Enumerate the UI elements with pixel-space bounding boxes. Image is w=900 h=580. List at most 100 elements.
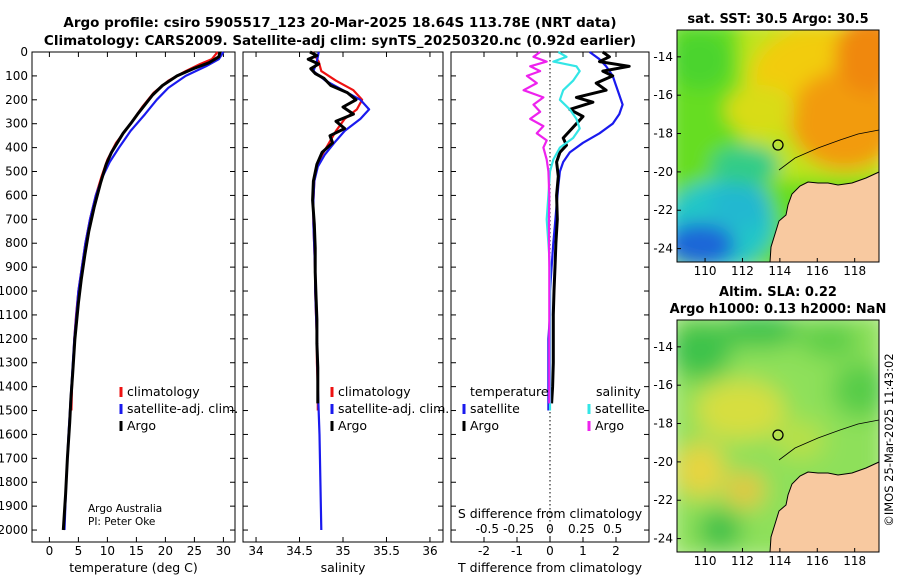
sst_map-lat-label: -18 bbox=[653, 127, 673, 141]
salinity-xtick-label: 34.5 bbox=[286, 544, 313, 558]
temperature-xtick-label: 15 bbox=[129, 544, 144, 558]
depth-tick-label: 1800 bbox=[0, 475, 28, 489]
salinity-difference-tick-label: 0 bbox=[546, 522, 554, 536]
sla_map-lon-label: 118 bbox=[843, 554, 866, 568]
salinity-legend-argo-label: Argo bbox=[338, 418, 367, 433]
depth-tick-label: 1200 bbox=[0, 332, 28, 346]
temperature-xlabel: temperature (deg C) bbox=[69, 560, 198, 575]
sst-coastline-ridge bbox=[778, 129, 880, 171]
temperature-series-argo bbox=[61, 51, 222, 531]
sst-field bbox=[677, 30, 879, 262]
salinity-xtick-label: 35.5 bbox=[373, 544, 400, 558]
temperature-xtick-label: 10 bbox=[100, 544, 115, 558]
sst-map-frame bbox=[676, 29, 880, 263]
sla_map-lat-label: -22 bbox=[653, 493, 673, 507]
salinity-legend-satellite-adj-clim-label: satellite-adj. clim. bbox=[338, 401, 449, 416]
temperature-xtick-label: 5 bbox=[75, 544, 83, 558]
temperature-xtick-label: 25 bbox=[187, 544, 202, 558]
legend-salinity-argo-label: Argo bbox=[595, 418, 624, 433]
sst_map-lon-label: 118 bbox=[843, 264, 866, 278]
salinity-panel: 34 34.5 35 35.5 36 salinity climatology satelli… bbox=[242, 50, 449, 575]
sla-map: 110 112 114 116 118 -14 -16 -18 -20 -22 -24 bbox=[653, 319, 880, 568]
figure-title-line1: Argo profile: csiro 5905517_123 20-Mar-2… bbox=[63, 15, 616, 31]
depth-tick-label: 1600 bbox=[0, 427, 28, 441]
temperature-legend-climatology-label: climatology bbox=[127, 384, 200, 399]
sla_map-lat-label: -20 bbox=[653, 455, 673, 469]
legend-temperature-satellite-label: satellite bbox=[470, 401, 520, 416]
credit-line1: Argo Australia bbox=[88, 503, 162, 515]
sst_map-lat-label: -20 bbox=[653, 165, 673, 179]
temperature-panel: 0 5 10 15 20 25 300100200300400500600700800900… bbox=[0, 45, 238, 575]
depth-tick-label: 1900 bbox=[0, 499, 28, 513]
differences-series-t-argo bbox=[550, 50, 631, 404]
differences-xlabel: T difference from climatology bbox=[457, 560, 643, 575]
temperature-axes-frame bbox=[31, 51, 236, 543]
salinity-series-argo bbox=[306, 50, 358, 404]
imos-watermark: ©IMOS 25-Mar-2025 11:43:02 bbox=[882, 353, 896, 526]
depth-tick-label: 1100 bbox=[0, 308, 28, 322]
sla-land bbox=[769, 461, 880, 553]
differences-xtick-label: -1 bbox=[511, 544, 523, 558]
salinity-xtick-label: 36 bbox=[422, 544, 437, 558]
sla_map-lat-label: -16 bbox=[653, 378, 673, 392]
sla_map-lat-label: -14 bbox=[653, 340, 673, 354]
differences-xtick-label: -2 bbox=[478, 544, 490, 558]
sst_map-lat-label: -24 bbox=[653, 242, 673, 256]
sla-float-marker bbox=[772, 429, 784, 441]
legend-temperature-title: temperature bbox=[470, 384, 549, 399]
legend-salinity-satellite-label: satellite bbox=[595, 401, 645, 416]
sst_map-lon-label: 116 bbox=[806, 264, 829, 278]
sst_map-lon-label: 112 bbox=[731, 264, 754, 278]
depth-tick-label: 1500 bbox=[0, 404, 28, 418]
sla_map-lat-label: -24 bbox=[653, 532, 673, 546]
depth-tick-label: 1700 bbox=[0, 451, 28, 465]
legend-temperature-argo-label: Argo bbox=[470, 418, 499, 433]
salinity-difference-axis-label: S difference from climatology bbox=[458, 506, 643, 521]
depth-tick-label: 900 bbox=[5, 260, 28, 274]
depth-tick-label: 2000 bbox=[0, 523, 28, 537]
depth-tick-label: 200 bbox=[5, 93, 28, 107]
sst_map-lon-label: 110 bbox=[694, 264, 717, 278]
temperature-xtick-label: 20 bbox=[158, 544, 173, 558]
differences-xtick-label: 1 bbox=[579, 544, 587, 558]
salinity-difference-tick-label: -0.25 bbox=[503, 522, 534, 536]
depth-tick-label: 800 bbox=[5, 236, 28, 250]
sla_map-lat-label: -18 bbox=[653, 417, 673, 431]
temperature-xtick-label: 30 bbox=[216, 544, 231, 558]
sla_map-lon-label: 116 bbox=[806, 554, 829, 568]
depth-tick-label: 1400 bbox=[0, 380, 28, 394]
salinity-difference-tick-label: -0.5 bbox=[476, 522, 499, 536]
sst_map-lon-label: 114 bbox=[768, 264, 791, 278]
sla_map-lon-label: 110 bbox=[694, 554, 717, 568]
differences-xtick-label: 2 bbox=[612, 544, 620, 558]
salinity-legend-climatology-label: climatology bbox=[338, 384, 411, 399]
depth-tick-label: 100 bbox=[5, 69, 28, 83]
depth-tick-label: 1300 bbox=[0, 356, 28, 370]
salinity-difference-tick-label: 0.25 bbox=[568, 522, 595, 536]
credit-line2: PI: Peter Oke bbox=[88, 516, 155, 528]
salinity-xlabel: salinity bbox=[321, 560, 366, 575]
temperature-xtick-label: 0 bbox=[46, 544, 54, 558]
sst-float-marker bbox=[772, 139, 784, 151]
difference-panel: -2 -1 0 1 2 T difference from climatology temp… bbox=[450, 50, 650, 575]
depth-tick-label: 400 bbox=[5, 141, 28, 155]
sla-map-frame bbox=[676, 319, 880, 553]
differences-series-s-argo bbox=[522, 51, 551, 404]
sla-map-title-line2: Argo h1000: 0.13 h2000: NaN bbox=[670, 302, 887, 317]
sla-coastline-ridge bbox=[778, 419, 880, 461]
sla_map-lon-label: 114 bbox=[768, 554, 791, 568]
sla_map-lon-label: 112 bbox=[731, 554, 754, 568]
salinity-xtick-label: 34 bbox=[248, 544, 263, 558]
sst-land bbox=[769, 171, 880, 263]
depth-tick-label: 0 bbox=[20, 45, 28, 59]
depth-tick-label: 1000 bbox=[0, 284, 28, 298]
differences-xtick-label: 0 bbox=[546, 544, 554, 558]
temperature-legend-argo-label: Argo bbox=[127, 418, 156, 433]
sst-map: 110 112 114 116 118 -14 -16 -18 -20 -22 -24 bbox=[653, 29, 880, 278]
depth-tick-label: 600 bbox=[5, 188, 28, 202]
salinity-xtick-label: 35 bbox=[335, 544, 350, 558]
figure-title-line2: Climatology: CARS2009. Satellite-adj cli… bbox=[44, 33, 636, 49]
legend-salinity-title: salinity bbox=[596, 384, 641, 399]
depth-tick-label: 700 bbox=[5, 212, 28, 226]
